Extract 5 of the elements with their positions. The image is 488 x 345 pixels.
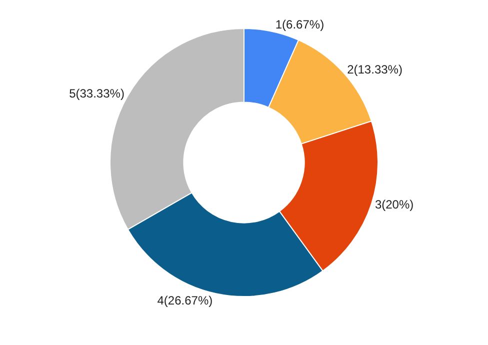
slice-label: 3(20%) [374, 198, 414, 212]
slice-label: 4(26.67%) [157, 293, 213, 308]
slice-label: 5(33.33%) [69, 86, 124, 101]
slice-label: 1(6.67%) [275, 18, 324, 32]
slice-label: 2(13.33%) [347, 62, 402, 77]
